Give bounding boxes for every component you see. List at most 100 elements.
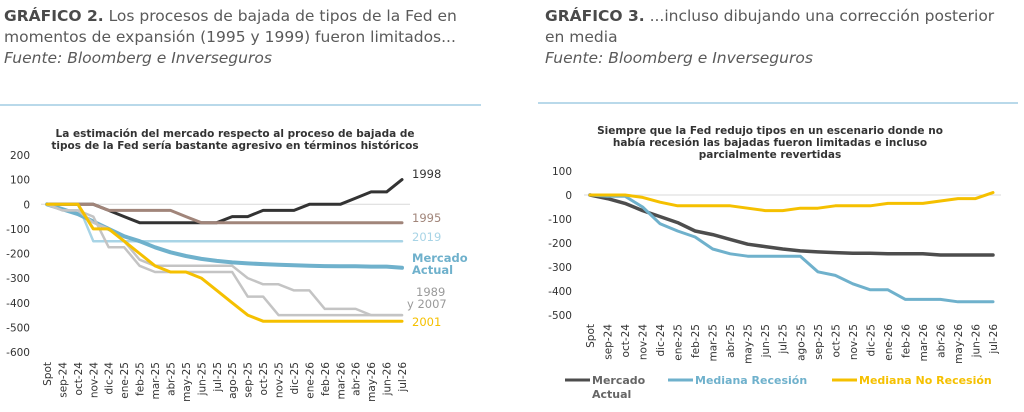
series-label: 1989 bbox=[416, 285, 445, 299]
divider-left bbox=[0, 104, 481, 106]
y-tick-label: 0 bbox=[565, 190, 572, 202]
caption-source: Fuente: Bloomberg e Inverseguros bbox=[545, 49, 813, 67]
x-tick-label: mar-26 bbox=[918, 324, 930, 362]
x-tick-label: sep-25 bbox=[243, 362, 255, 398]
chart-title-line: había recesión las bajadas fueron limita… bbox=[613, 137, 927, 149]
x-tick-label: ene-25 bbox=[673, 324, 685, 361]
x-tick-label: feb-26 bbox=[900, 324, 912, 358]
legend-label: Mediana Recesión bbox=[695, 374, 807, 387]
y-tick-label: -200 bbox=[548, 238, 572, 250]
x-tick-label: dic-24 bbox=[104, 362, 116, 395]
x-tick-label: ene-26 bbox=[304, 362, 316, 399]
x-tick-label: oct-25 bbox=[830, 324, 842, 357]
x-tick-label: may-26 bbox=[366, 362, 378, 402]
x-tick-label: feb-26 bbox=[320, 362, 332, 396]
x-tick-label: ago-25 bbox=[227, 362, 239, 399]
series-line-mediana-no-recesión bbox=[588, 191, 995, 213]
y-tick-label: -100 bbox=[548, 214, 572, 226]
x-tick-label: dic-25 bbox=[289, 362, 301, 395]
y-tick-label: -300 bbox=[6, 273, 30, 285]
series-label: 2001 bbox=[412, 315, 441, 329]
caption-source: Fuente: Bloomberg e Inverseguros bbox=[4, 49, 272, 67]
x-tick-label: oct-24 bbox=[73, 362, 85, 396]
series-label: 1998 bbox=[412, 167, 441, 181]
y-tick-label: -400 bbox=[6, 298, 30, 310]
y-tick-label: -600 bbox=[6, 347, 30, 359]
y-tick-label: 100 bbox=[10, 175, 30, 187]
caption-grafico-3: GRÁFICO 3. ...incluso dibujando una corr… bbox=[545, 6, 1005, 69]
y-tick-label: -500 bbox=[6, 322, 30, 334]
x-tick-label: nov-25 bbox=[274, 362, 286, 398]
x-tick-label: jun-26 bbox=[970, 324, 982, 359]
legend-label: Mercado bbox=[592, 374, 646, 387]
x-tick-label: abr-26 bbox=[935, 324, 947, 358]
y-tick-label: -300 bbox=[548, 262, 572, 274]
x-tick-label: feb-25 bbox=[690, 324, 702, 358]
x-tick-label: dic-25 bbox=[865, 324, 877, 357]
chart-2: Siempre que la Fed redujo tipos en un es… bbox=[548, 125, 1001, 401]
chart-title-line: La estimación del mercado respecto al pr… bbox=[56, 128, 415, 140]
legend-label: Actual bbox=[592, 388, 631, 401]
x-tick-label: may-25 bbox=[743, 324, 755, 364]
legend-label: Mediana No Recesión bbox=[859, 374, 992, 387]
x-tick-label: abr-26 bbox=[351, 362, 363, 396]
x-tick-label: jul-26 bbox=[397, 362, 409, 393]
x-tick-label: nov-25 bbox=[848, 324, 860, 360]
x-tick-label: abr-25 bbox=[165, 362, 177, 396]
x-tick-label: ago-25 bbox=[795, 324, 807, 361]
series-line-1995 bbox=[45, 202, 404, 225]
divider-right bbox=[538, 102, 1018, 104]
x-tick-label: oct-24 bbox=[620, 324, 632, 358]
x-tick-label: jun-25 bbox=[760, 324, 772, 358]
series-label: 1995 bbox=[412, 211, 441, 225]
chart-1: La estimación del mercado respecto al pr… bbox=[6, 128, 468, 402]
x-tick-label: Spot bbox=[585, 324, 597, 348]
chart-title-line: tipos de la Fed sería bastante agresivo … bbox=[51, 140, 418, 152]
y-tick-label: -500 bbox=[548, 310, 572, 322]
x-tick-label: nov-24 bbox=[638, 324, 650, 360]
caption-label: GRÁFICO 3. bbox=[545, 7, 645, 25]
x-tick-label: dic-24 bbox=[655, 324, 667, 357]
y-tick-label: 200 bbox=[10, 150, 30, 162]
x-tick-label: jun-25 bbox=[196, 362, 208, 396]
y-tick-label: 100 bbox=[552, 166, 572, 178]
x-tick-label: sep-24 bbox=[603, 324, 615, 360]
y-tick-label: -100 bbox=[6, 224, 30, 236]
chart-title-line: Siempre que la Fed redujo tipos en un es… bbox=[597, 125, 943, 137]
x-tick-label: mar-25 bbox=[708, 324, 720, 361]
x-tick-label: jun-26 bbox=[382, 362, 394, 397]
series-line-mercado-actual bbox=[45, 202, 404, 270]
x-tick-label: may-26 bbox=[953, 324, 965, 364]
x-tick-label: jul-25 bbox=[212, 362, 224, 393]
x-tick-label: feb-25 bbox=[135, 362, 147, 396]
caption-text: Los procesos de bajada de tipos de la Fe… bbox=[4, 7, 457, 46]
y-tick-label: -200 bbox=[6, 249, 30, 261]
x-tick-label: oct-25 bbox=[258, 362, 270, 395]
x-tick-label: jul-25 bbox=[778, 324, 790, 355]
y-tick-label: 0 bbox=[23, 199, 30, 211]
x-tick-label: mar-25 bbox=[150, 362, 162, 399]
series-line-mercado-actual bbox=[588, 193, 995, 257]
caption-text: ...incluso dibujando una corrección post… bbox=[545, 7, 995, 46]
x-tick-label: mar-26 bbox=[335, 362, 347, 400]
series-line-2007 bbox=[45, 203, 404, 317]
series-line-2001 bbox=[45, 202, 404, 323]
x-tick-label: Spot bbox=[42, 362, 54, 386]
series-label: y 2007 bbox=[407, 297, 447, 311]
caption-label: GRÁFICO 2. bbox=[4, 7, 104, 25]
x-tick-label: ene-26 bbox=[883, 324, 895, 361]
y-tick-label: -400 bbox=[548, 286, 572, 298]
x-tick-label: jul-26 bbox=[988, 324, 1000, 355]
x-tick-label: abr-25 bbox=[725, 324, 737, 358]
x-tick-label: sep-24 bbox=[57, 362, 69, 398]
series-label: Actual bbox=[412, 263, 453, 277]
caption-grafico-2: GRÁFICO 2. Los procesos de bajada de tip… bbox=[4, 6, 504, 69]
series-label: 2019 bbox=[412, 230, 441, 244]
x-tick-label: nov-24 bbox=[88, 362, 100, 398]
series-label: Mercado bbox=[412, 251, 468, 265]
x-tick-label: ene-25 bbox=[119, 362, 131, 399]
chart-title-line: parcialmente revertidas bbox=[699, 149, 842, 161]
series-line-1998 bbox=[45, 178, 404, 225]
series-line-mediana-recesión bbox=[588, 193, 995, 304]
